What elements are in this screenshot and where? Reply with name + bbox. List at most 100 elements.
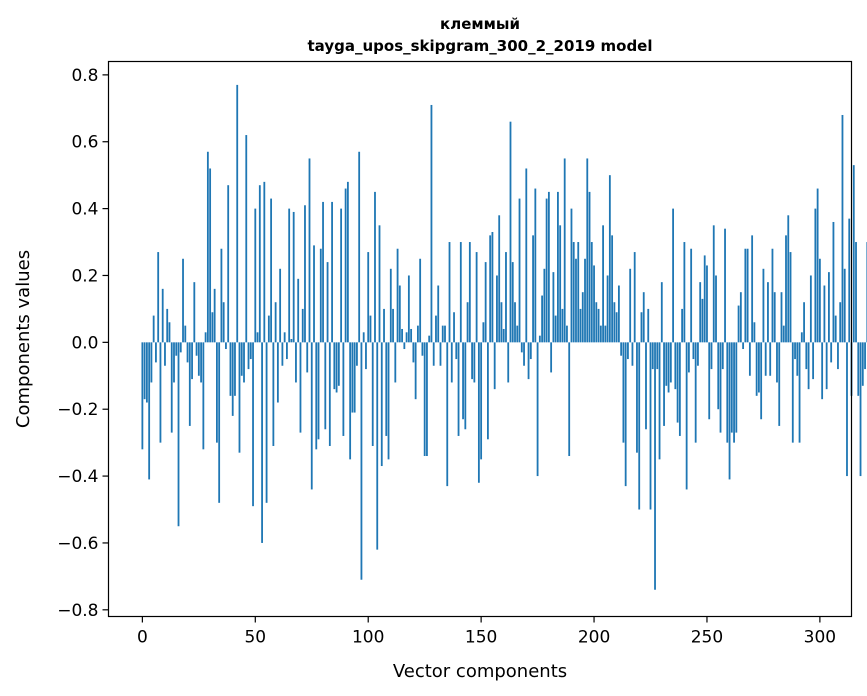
bar-210 [615, 312, 618, 343]
bar-198 [588, 191, 591, 343]
bar-51 [256, 332, 259, 343]
bar-68 [295, 342, 297, 383]
bar-46 [245, 135, 248, 343]
bar-86 [335, 342, 338, 393]
bar-85 [333, 342, 336, 390]
bar-199 [590, 242, 593, 343]
x-tick-label: 100 [352, 628, 384, 648]
chart-title: клеммый [440, 15, 520, 33]
bar-273 [758, 342, 760, 393]
bar-153 [487, 342, 489, 440]
bar-200 [593, 265, 595, 343]
y-tick-label: −0.2 [57, 400, 98, 420]
bar-118 [407, 275, 410, 343]
bar-187 [563, 158, 566, 343]
bar-317 [857, 342, 860, 396]
bar-231 [663, 342, 665, 426]
bar-221 [640, 312, 643, 343]
bar-252 [710, 342, 713, 370]
bar-165 [514, 302, 516, 343]
bar-110 [389, 268, 392, 343]
bar-75 [310, 342, 313, 490]
bar-222 [642, 292, 645, 343]
y-axis-ticks: −0.8 −0.6 −0.4 −0.2 0.0 0.2 0.4 0.6 0.8 [57, 66, 109, 621]
bar-60 [276, 342, 279, 403]
bar-278 [769, 342, 772, 376]
bar-146 [471, 342, 473, 380]
bar-69 [297, 278, 300, 343]
bar-183 [554, 315, 557, 343]
bar-54 [263, 181, 266, 343]
bar-141 [459, 242, 462, 343]
bar-193 [577, 242, 580, 343]
bar-139 [455, 342, 458, 360]
bar-315 [852, 165, 855, 343]
bar-258 [724, 228, 726, 343]
bar-91 [346, 181, 349, 343]
bar-127 [428, 335, 431, 343]
bar-211 [617, 285, 620, 343]
bar-248 [701, 298, 704, 343]
bar-99 [365, 342, 367, 370]
bar-297 [812, 342, 815, 380]
bar-197 [586, 158, 589, 343]
bar-6 [155, 342, 157, 363]
x-tick-label: 200 [578, 628, 610, 648]
bar-306 [832, 221, 835, 343]
bar-114 [398, 285, 401, 343]
bar-8 [159, 342, 162, 443]
bar-232 [665, 342, 668, 386]
bar-204 [602, 225, 604, 343]
bar-281 [776, 342, 778, 383]
bar-254 [715, 275, 717, 343]
bar-116 [403, 342, 406, 350]
y-tick-label: 0.8 [71, 66, 98, 86]
bar-296 [809, 275, 812, 343]
bar-263 [735, 342, 738, 433]
bar-3 [148, 342, 151, 480]
bar-36 [222, 302, 225, 343]
bar-106 [380, 342, 383, 467]
bar-84 [331, 201, 333, 343]
bar-135 [446, 342, 449, 487]
bar-275 [762, 268, 765, 343]
bar-143 [464, 342, 467, 430]
bar-59 [274, 302, 277, 343]
bar-229 [658, 342, 661, 460]
bar-176 [538, 335, 541, 343]
bar-109 [387, 342, 390, 460]
bar-295 [807, 342, 810, 390]
bar-76 [313, 245, 315, 343]
bar-175 [536, 342, 539, 477]
bar-218 [633, 252, 636, 343]
x-tick-label: 150 [465, 628, 497, 648]
bar-92 [349, 342, 352, 460]
bar-292 [800, 332, 803, 343]
bar-282 [778, 342, 781, 426]
bar-161 [505, 252, 507, 343]
bar-309 [839, 302, 842, 343]
bar-262 [733, 342, 735, 443]
bar-310 [841, 114, 844, 343]
bar-117 [405, 332, 408, 343]
bar-100 [367, 252, 370, 343]
bar-145 [468, 242, 471, 343]
bar-71 [301, 308, 304, 343]
bar-307 [834, 315, 837, 343]
bar-121 [414, 342, 417, 400]
bar-126 [426, 342, 428, 457]
bar-130 [435, 315, 437, 343]
bar-158 [498, 215, 501, 343]
bar-240 [683, 242, 686, 343]
bar-304 [828, 272, 830, 343]
bar-290 [796, 342, 799, 376]
bar-270 [751, 235, 754, 343]
bar-74 [308, 158, 311, 343]
bar-208 [611, 235, 614, 343]
bar-16 [177, 342, 180, 527]
bar-9 [161, 288, 164, 343]
bar-133 [441, 325, 444, 343]
bar-276 [764, 342, 767, 376]
bar-302 [823, 285, 826, 343]
bar-82 [326, 262, 329, 343]
